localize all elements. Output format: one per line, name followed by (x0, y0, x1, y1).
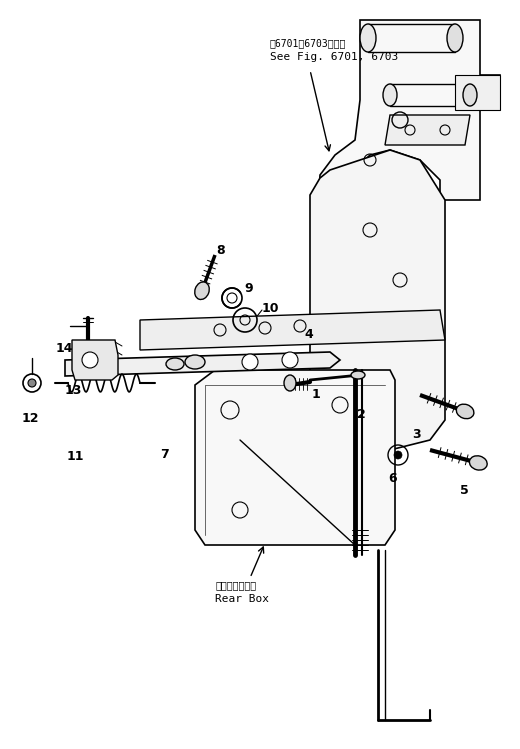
Ellipse shape (166, 358, 184, 370)
Polygon shape (65, 352, 340, 376)
Ellipse shape (457, 404, 474, 419)
Polygon shape (140, 310, 445, 350)
Text: 2: 2 (357, 408, 366, 422)
Polygon shape (318, 20, 500, 235)
Ellipse shape (360, 24, 376, 52)
Text: Rear Box: Rear Box (215, 594, 269, 604)
Ellipse shape (447, 24, 463, 52)
Text: 14: 14 (56, 342, 73, 354)
Text: 13: 13 (65, 383, 82, 396)
Polygon shape (195, 370, 395, 545)
Circle shape (242, 354, 258, 370)
Text: 3: 3 (412, 428, 421, 441)
Text: 4: 4 (304, 329, 313, 342)
Polygon shape (385, 115, 470, 145)
Text: 1: 1 (312, 389, 321, 401)
Ellipse shape (185, 355, 205, 369)
Ellipse shape (463, 84, 477, 106)
Ellipse shape (351, 371, 365, 379)
Text: 第6701、6703図参照: 第6701、6703図参照 (270, 38, 346, 48)
Circle shape (282, 352, 298, 368)
Text: 8: 8 (216, 243, 225, 256)
Circle shape (82, 352, 98, 368)
Text: See Fig. 6701, 6703: See Fig. 6701, 6703 (270, 52, 398, 62)
Text: 11: 11 (67, 450, 84, 464)
Circle shape (28, 379, 36, 387)
Ellipse shape (195, 282, 209, 300)
Circle shape (394, 451, 402, 459)
Polygon shape (310, 150, 445, 450)
Text: リヤーボックス: リヤーボックス (215, 580, 256, 590)
Text: 5: 5 (460, 484, 469, 497)
Ellipse shape (284, 375, 296, 391)
Text: 7: 7 (160, 449, 169, 461)
Text: 9: 9 (244, 282, 253, 294)
Text: 6: 6 (388, 472, 397, 485)
Ellipse shape (470, 456, 487, 470)
Polygon shape (72, 340, 118, 380)
Polygon shape (455, 75, 500, 110)
Text: 12: 12 (22, 411, 40, 425)
Ellipse shape (383, 84, 397, 106)
Text: 10: 10 (262, 302, 280, 315)
